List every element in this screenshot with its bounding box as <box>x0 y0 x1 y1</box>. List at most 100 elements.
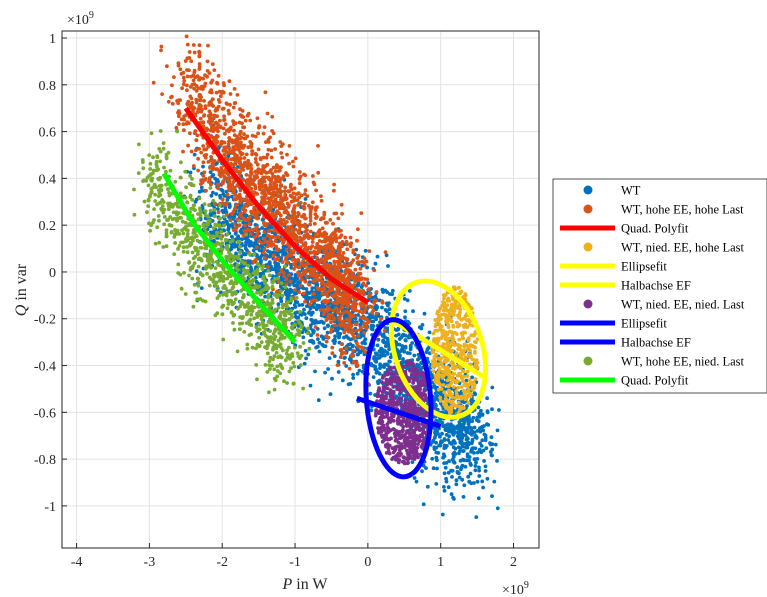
data-point <box>208 170 213 175</box>
data-point <box>381 338 386 343</box>
data-point <box>383 308 388 312</box>
data-point <box>197 43 202 48</box>
data-point <box>202 114 206 118</box>
data-point <box>260 241 264 246</box>
data-point <box>287 144 292 148</box>
data-point <box>250 152 255 157</box>
data-point <box>355 261 360 265</box>
data-point <box>416 357 420 362</box>
data-point <box>282 274 287 279</box>
data-point <box>297 330 301 335</box>
data-point <box>327 312 331 317</box>
data-point <box>276 175 281 180</box>
data-point <box>194 89 199 93</box>
data-point <box>343 264 348 269</box>
data-point <box>273 378 278 383</box>
data-point <box>209 90 214 95</box>
data-point <box>248 140 253 144</box>
data-point <box>242 125 247 130</box>
data-point <box>479 408 483 413</box>
data-point <box>332 273 337 278</box>
data-point <box>484 446 489 450</box>
data-point <box>305 232 310 236</box>
data-point <box>331 308 336 313</box>
data-point <box>281 218 286 222</box>
data-point <box>197 103 202 108</box>
data-point <box>467 458 471 463</box>
data-point <box>251 277 256 282</box>
data-point <box>479 450 484 455</box>
data-point <box>460 463 465 468</box>
data-point <box>478 441 482 446</box>
data-point <box>182 117 186 122</box>
data-point <box>293 218 297 222</box>
data-point <box>278 219 282 224</box>
data-point <box>444 479 449 484</box>
data-point <box>182 128 186 133</box>
data-point <box>463 433 468 438</box>
data-point <box>330 376 334 381</box>
data-point <box>193 199 198 204</box>
data-point <box>182 114 187 119</box>
data-point <box>276 256 280 261</box>
data-point <box>311 174 315 178</box>
data-point <box>297 219 302 224</box>
data-point <box>362 292 366 297</box>
data-point <box>454 482 459 487</box>
data-point <box>316 273 320 278</box>
data-point <box>280 278 285 282</box>
data-point <box>466 441 471 445</box>
data-point <box>371 319 376 324</box>
data-point <box>258 156 263 161</box>
data-point <box>214 167 219 172</box>
data-point <box>331 221 335 226</box>
data-point <box>285 211 290 215</box>
data-point <box>372 298 377 302</box>
data-point <box>472 481 476 485</box>
data-point <box>342 293 347 298</box>
data-point <box>152 207 157 212</box>
data-point <box>388 359 392 364</box>
data-point <box>238 136 243 141</box>
data-point <box>240 237 244 242</box>
data-point <box>340 278 344 283</box>
data-point <box>183 169 188 174</box>
data-point <box>232 122 236 127</box>
data-point <box>310 205 314 210</box>
data-point <box>197 77 201 82</box>
data-point <box>343 350 348 355</box>
data-point <box>371 315 376 320</box>
data-point <box>326 323 330 328</box>
data-point <box>201 120 206 125</box>
data-point <box>236 239 241 244</box>
data-point <box>317 228 322 233</box>
data-point <box>274 351 279 355</box>
data-point <box>207 71 212 75</box>
data-point <box>222 284 227 288</box>
data-point <box>450 475 454 479</box>
data-point <box>209 193 214 198</box>
data-point <box>340 378 345 383</box>
data-point <box>441 455 445 460</box>
data-point <box>336 216 341 221</box>
data-point <box>269 148 274 153</box>
data-point <box>271 267 276 271</box>
data-point <box>326 335 331 340</box>
data-point <box>176 114 181 119</box>
data-point <box>307 302 312 307</box>
data-point <box>261 263 266 268</box>
data-point <box>219 142 224 146</box>
data-point <box>302 234 307 238</box>
data-point <box>263 222 267 227</box>
data-point <box>271 274 275 278</box>
data-point <box>213 222 218 227</box>
data-point <box>363 248 368 253</box>
data-point <box>267 260 272 265</box>
data-point <box>277 265 281 270</box>
data-point <box>176 262 181 267</box>
data-point <box>323 370 327 375</box>
data-point <box>385 341 389 346</box>
data-point <box>490 447 495 452</box>
data-point <box>284 196 289 201</box>
data-point <box>468 471 473 476</box>
